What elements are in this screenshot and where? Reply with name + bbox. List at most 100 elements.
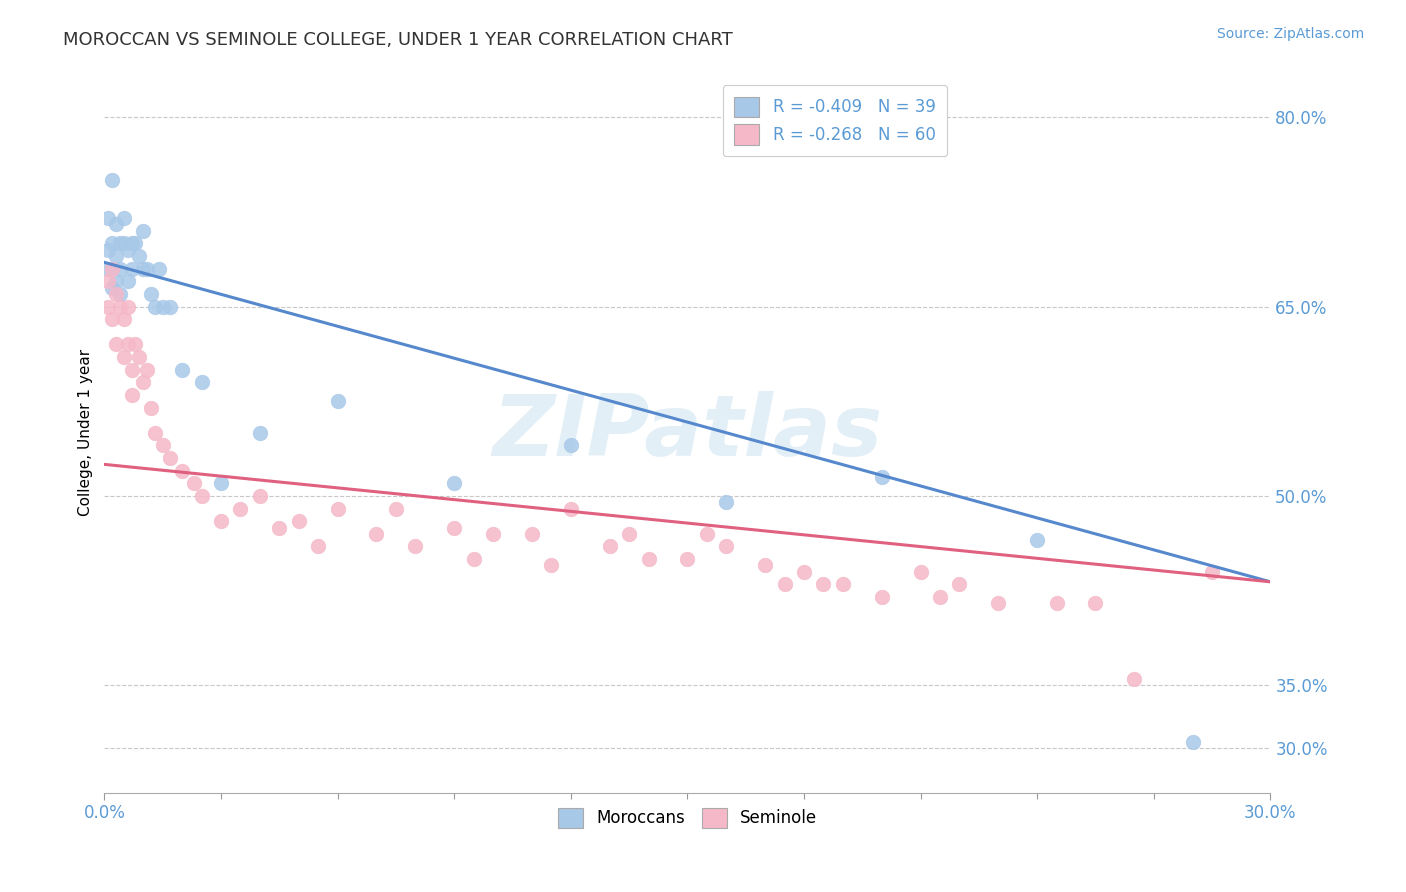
Point xyxy=(287,514,309,528)
Point xyxy=(696,526,718,541)
Point xyxy=(617,526,640,541)
Point xyxy=(105,337,128,351)
Point xyxy=(101,280,124,294)
Text: MOROCCAN VS SEMINOLE COLLEGE, UNDER 1 YEAR CORRELATION CHART: MOROCCAN VS SEMINOLE COLLEGE, UNDER 1 YE… xyxy=(63,31,733,49)
Point xyxy=(987,596,1010,610)
Point xyxy=(101,236,124,251)
Point xyxy=(190,376,212,390)
Point xyxy=(813,577,835,591)
Point xyxy=(128,249,150,263)
Point xyxy=(948,577,970,591)
Point xyxy=(482,526,505,541)
Point xyxy=(831,577,853,591)
Point xyxy=(307,540,329,554)
Point xyxy=(152,438,174,452)
Point xyxy=(101,261,124,276)
Point xyxy=(183,476,205,491)
Point xyxy=(637,552,659,566)
Point xyxy=(108,287,131,301)
Point xyxy=(249,425,271,440)
Point xyxy=(112,350,135,364)
Point xyxy=(121,388,143,402)
Point xyxy=(132,261,155,276)
Point xyxy=(121,362,143,376)
Point xyxy=(105,218,128,232)
Point xyxy=(249,489,271,503)
Point xyxy=(540,558,562,573)
Point xyxy=(143,425,166,440)
Point xyxy=(132,224,155,238)
Point xyxy=(105,249,128,263)
Text: ZIPatlas: ZIPatlas xyxy=(492,392,883,475)
Point xyxy=(148,261,170,276)
Point xyxy=(560,501,582,516)
Point xyxy=(121,236,143,251)
Point xyxy=(97,261,120,276)
Point xyxy=(124,337,146,351)
Point xyxy=(326,394,349,409)
Point xyxy=(105,287,128,301)
Point xyxy=(101,173,124,187)
Point xyxy=(117,274,139,288)
Point xyxy=(143,300,166,314)
Point xyxy=(1045,596,1067,610)
Point xyxy=(108,300,131,314)
Point xyxy=(97,211,120,226)
Point xyxy=(139,287,162,301)
Point xyxy=(136,261,159,276)
Point xyxy=(1084,596,1107,610)
Point xyxy=(190,489,212,503)
Point xyxy=(159,451,181,466)
Point xyxy=(463,552,485,566)
Point xyxy=(910,565,932,579)
Point xyxy=(108,261,131,276)
Text: Source: ZipAtlas.com: Source: ZipAtlas.com xyxy=(1216,27,1364,41)
Point xyxy=(159,300,181,314)
Point xyxy=(112,236,135,251)
Point xyxy=(172,362,194,376)
Point xyxy=(443,476,465,491)
Point xyxy=(117,243,139,257)
Point xyxy=(1201,565,1223,579)
Point xyxy=(117,300,139,314)
Point xyxy=(716,495,738,509)
Y-axis label: College, Under 1 year: College, Under 1 year xyxy=(79,350,93,516)
Point xyxy=(404,540,426,554)
Point xyxy=(520,526,543,541)
Point xyxy=(117,337,139,351)
Point xyxy=(128,350,150,364)
Legend: Moroccans, Seminole: Moroccans, Seminole xyxy=(551,801,824,835)
Point xyxy=(1123,672,1146,686)
Point xyxy=(793,565,815,579)
Point xyxy=(754,558,776,573)
Point xyxy=(101,312,124,326)
Point xyxy=(136,362,159,376)
Point xyxy=(121,261,143,276)
Point xyxy=(172,464,194,478)
Point xyxy=(870,590,893,604)
Point xyxy=(676,552,699,566)
Point xyxy=(599,540,621,554)
Point xyxy=(209,476,232,491)
Point xyxy=(385,501,408,516)
Point xyxy=(269,520,291,534)
Point xyxy=(560,438,582,452)
Point xyxy=(716,540,738,554)
Point xyxy=(1181,735,1204,749)
Point xyxy=(326,501,349,516)
Point xyxy=(870,470,893,484)
Point xyxy=(152,300,174,314)
Point xyxy=(443,520,465,534)
Point xyxy=(97,274,120,288)
Point xyxy=(366,526,388,541)
Point xyxy=(1026,533,1049,548)
Point xyxy=(132,376,155,390)
Point xyxy=(105,274,128,288)
Point xyxy=(229,501,252,516)
Point xyxy=(209,514,232,528)
Point xyxy=(124,236,146,251)
Point xyxy=(97,300,120,314)
Point xyxy=(112,211,135,226)
Point xyxy=(112,312,135,326)
Point xyxy=(139,401,162,415)
